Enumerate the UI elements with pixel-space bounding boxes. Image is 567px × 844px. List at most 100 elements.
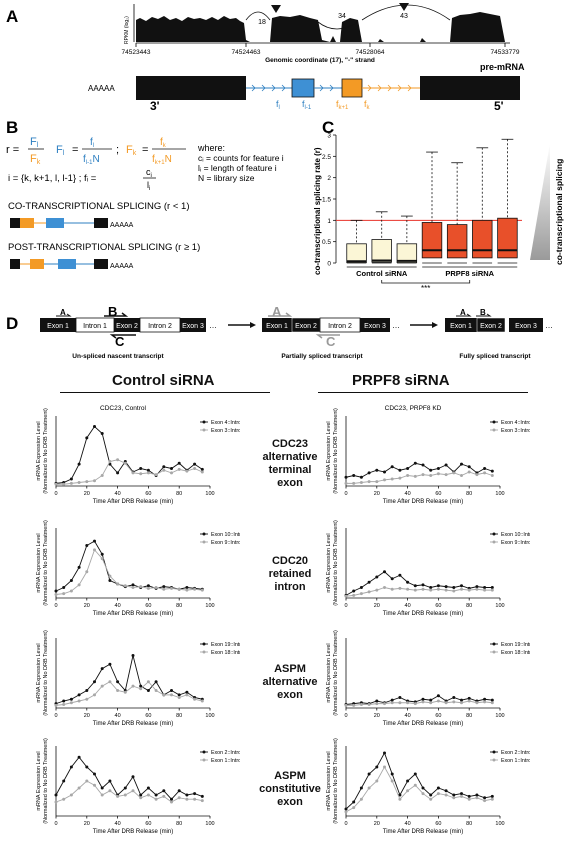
data-point bbox=[154, 680, 158, 684]
gene-name: ASPM bbox=[274, 663, 306, 675]
data-point bbox=[77, 462, 81, 466]
data-point bbox=[116, 582, 120, 586]
data-point bbox=[490, 701, 494, 705]
y-axis-label: (Normalized to No DRB Treatment) bbox=[43, 738, 49, 824]
panel-b-letter: B bbox=[6, 118, 18, 137]
data-point bbox=[483, 799, 487, 803]
data-point bbox=[429, 793, 433, 797]
data-point bbox=[93, 772, 96, 776]
legend-marker bbox=[492, 750, 496, 754]
data-point bbox=[429, 588, 433, 592]
data-point bbox=[154, 473, 158, 477]
five-prime-label: 5' bbox=[494, 99, 504, 112]
y-axis-label: mRNA Expression Level bbox=[36, 643, 42, 702]
exon2-label: Exon 2 bbox=[480, 323, 502, 330]
legend-entry: Exon 18::Intron 19 bbox=[501, 650, 530, 656]
panel-a-letter: A bbox=[6, 7, 18, 26]
data-point bbox=[367, 480, 371, 484]
r-equation: r = bbox=[6, 144, 19, 156]
data-point bbox=[398, 701, 402, 705]
x-tick-label: 100 bbox=[205, 491, 214, 497]
data-point bbox=[146, 584, 150, 588]
data-point bbox=[436, 467, 440, 470]
x-tick-label: 20 bbox=[374, 491, 380, 497]
data-point bbox=[421, 587, 425, 591]
x-tick-label: 20 bbox=[374, 603, 380, 609]
data-point bbox=[421, 463, 425, 467]
x-axis-label: Time After DRB Release (min) bbox=[93, 611, 173, 617]
series-line bbox=[55, 655, 203, 705]
junction-count-3: 43 bbox=[400, 13, 408, 20]
x-tick-label: 0 bbox=[344, 713, 347, 719]
data-point bbox=[344, 807, 348, 811]
data-point bbox=[359, 797, 363, 801]
gene-label-aspm-const: ASPM constitutive exon bbox=[250, 770, 330, 809]
data-point bbox=[62, 703, 66, 706]
x-tick-label: 100 bbox=[205, 603, 214, 609]
data-point bbox=[383, 586, 386, 589]
significance-bracket bbox=[381, 280, 471, 284]
exon-block bbox=[94, 259, 108, 269]
co-transcriptional-title: CO-TRANSCRIPTIONAL SPLICING (r < 1) bbox=[8, 201, 190, 212]
data-point bbox=[460, 474, 463, 477]
data-point bbox=[483, 700, 487, 704]
data-point bbox=[475, 587, 479, 591]
y-axis-label: (Normalized to No DRB Treatment) bbox=[333, 408, 339, 494]
data-point bbox=[436, 699, 440, 703]
x-tick-label: 60 bbox=[435, 603, 441, 609]
legend-entry: Exon 2::Intron 2 bbox=[501, 750, 530, 756]
data-point bbox=[429, 474, 433, 477]
data-point bbox=[154, 689, 158, 692]
intron1-label: Intron 1 bbox=[83, 323, 107, 330]
data-point bbox=[177, 789, 181, 793]
data-point bbox=[390, 698, 394, 702]
data-point bbox=[146, 680, 150, 684]
data-point bbox=[108, 662, 112, 666]
data-point bbox=[146, 468, 150, 472]
box bbox=[371, 239, 392, 263]
data-point bbox=[375, 699, 379, 703]
data-point bbox=[413, 588, 417, 592]
data-point bbox=[398, 468, 402, 472]
data-point bbox=[467, 465, 471, 469]
data-point bbox=[100, 667, 104, 671]
data-point bbox=[436, 792, 440, 796]
data-point bbox=[185, 586, 189, 589]
data-point bbox=[452, 793, 456, 797]
data-point bbox=[162, 585, 166, 589]
data-point bbox=[359, 703, 363, 706]
data-point bbox=[483, 471, 487, 475]
data-point bbox=[367, 703, 371, 706]
exon-feature-l bbox=[58, 259, 76, 269]
data-point bbox=[406, 467, 410, 470]
legend-marker bbox=[202, 428, 206, 432]
data-point bbox=[406, 779, 410, 783]
x-axis-label: Time After DRB Release (min) bbox=[383, 721, 463, 727]
data-point bbox=[421, 473, 425, 477]
data-point bbox=[93, 680, 96, 684]
data-point bbox=[344, 481, 348, 485]
data-point bbox=[352, 800, 356, 804]
data-point bbox=[436, 694, 440, 698]
legend-marker bbox=[492, 758, 496, 762]
y-axis-label: mRNA Expression Level bbox=[326, 751, 332, 810]
data-point bbox=[390, 477, 394, 481]
data-point bbox=[54, 482, 58, 486]
exon-feature-k bbox=[30, 259, 44, 269]
data-point bbox=[490, 586, 494, 589]
legend-entry: Exon 19::Intron 19 bbox=[211, 642, 240, 648]
data-point bbox=[383, 570, 386, 574]
line-chart-aspm-alt-prpf8: 0 20 40 60 80 100 Time After DRB Release (min)… bbox=[326, 630, 530, 727]
data-point bbox=[185, 690, 189, 694]
data-point bbox=[429, 701, 433, 705]
x-tick-label: 0 bbox=[54, 491, 57, 497]
data-point bbox=[475, 701, 479, 705]
data-point bbox=[193, 792, 197, 796]
data-point bbox=[116, 471, 120, 475]
coverage-track bbox=[136, 12, 505, 42]
panel-c-letter: C bbox=[322, 118, 334, 137]
data-point bbox=[452, 696, 456, 699]
exon1-label: Exon 1 bbox=[266, 323, 288, 330]
data-point bbox=[69, 589, 73, 593]
data-point bbox=[390, 587, 394, 591]
